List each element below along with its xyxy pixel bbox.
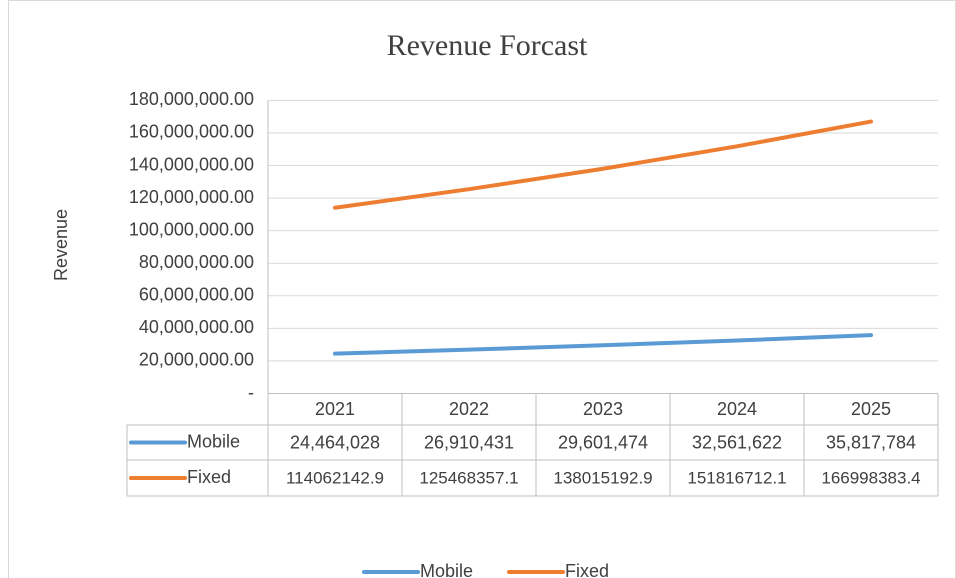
table-cell: 151816712.1 <box>687 468 786 487</box>
series-line <box>333 333 873 356</box>
table-cell: 166998383.4 <box>821 468 920 487</box>
legend-label: Mobile <box>420 561 473 578</box>
x-tick-label: 2024 <box>717 399 757 419</box>
y-tick-label: - <box>248 382 254 402</box>
table-series-name: Fixed <box>187 467 231 487</box>
table-cell: 35,817,784 <box>826 432 916 452</box>
table-series-name: Mobile <box>187 431 240 451</box>
series-line <box>333 119 873 210</box>
table-cell: 114062142.9 <box>286 468 384 487</box>
y-tick-label: 180,000,000.00 <box>129 89 254 109</box>
y-tick-label: 160,000,000.00 <box>129 122 254 142</box>
chart-title: Revenue Forcast <box>387 29 588 62</box>
table-cell: 26,910,431 <box>424 432 514 452</box>
x-tick-label: 2022 <box>449 399 489 419</box>
chart-border <box>8 0 956 578</box>
y-tick-label: 40,000,000.00 <box>139 317 254 337</box>
x-tick-label: 2023 <box>583 399 623 419</box>
y-tick-label: 140,000,000.00 <box>129 154 254 174</box>
table-cell: 29,601,474 <box>558 432 648 452</box>
y-tick-label: 80,000,000.00 <box>139 252 254 272</box>
y-tick-label: 20,000,000.00 <box>139 350 254 370</box>
table-cell: 32,561,622 <box>692 432 782 452</box>
y-tick-label: 120,000,000.00 <box>129 187 254 207</box>
y-tick-label: 60,000,000.00 <box>139 285 254 305</box>
x-tick-label: 2025 <box>851 399 891 419</box>
legend-label: Fixed <box>565 561 609 578</box>
x-tick-label: 2021 <box>315 399 355 419</box>
y-axis-label: Revenue <box>51 209 71 281</box>
y-tick-label: 100,000,000.00 <box>129 219 254 239</box>
table-cell: 138015192.9 <box>553 468 652 487</box>
table-cell: 24,464,028 <box>290 432 380 452</box>
table-cell: 125468357.1 <box>419 468 518 487</box>
